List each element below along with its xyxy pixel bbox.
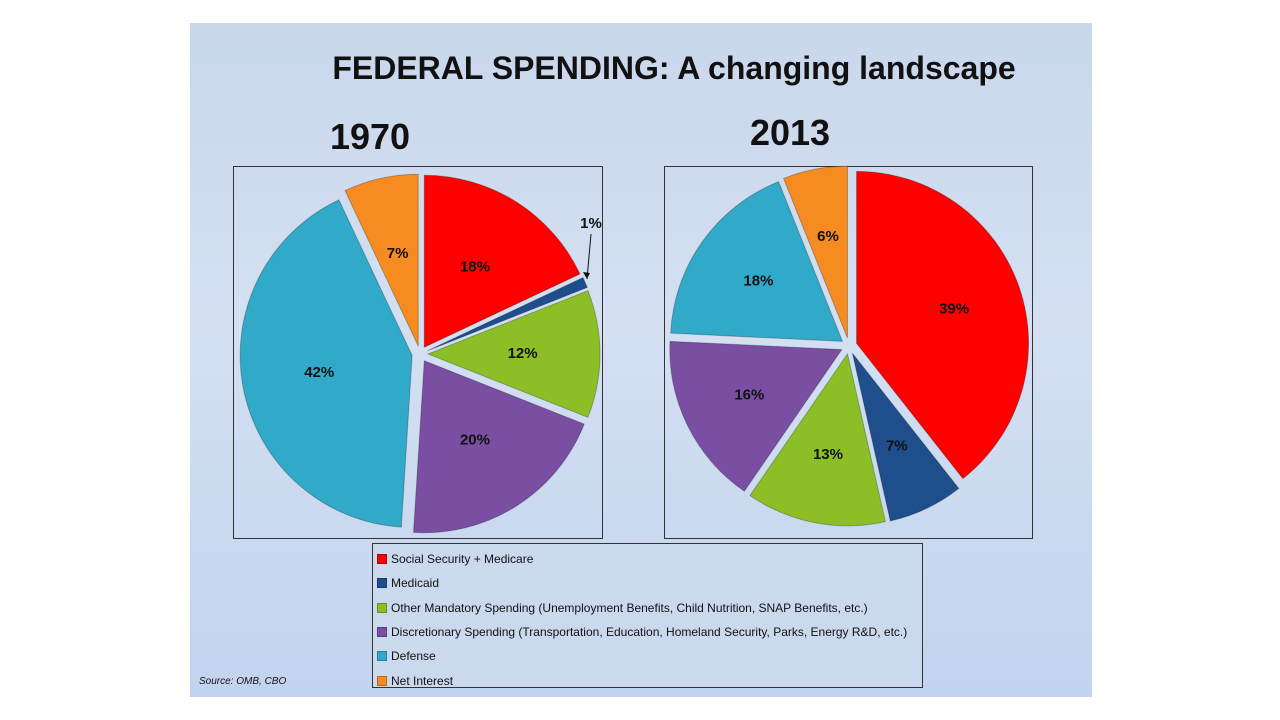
pie-slice-social-security-medicare [856, 170, 1030, 480]
pie-slice-defense [239, 199, 413, 528]
legend-label: Discretionary Spending (Transportation, … [391, 625, 908, 640]
data-label-defense: 42% [304, 364, 334, 381]
pie-slice-discretionary [412, 360, 585, 534]
source-note: Source: OMB, CBO [199, 676, 287, 687]
data-label-net-interest: 7% [387, 245, 409, 262]
legend-label: Medicaid [391, 576, 440, 591]
data-label-net-interest: 6% [817, 228, 839, 245]
chart-title: FEDERAL SPENDING: A changing landscape [332, 50, 1016, 86]
data-label-discretionary: 16% [734, 386, 764, 403]
leader-arrowhead [583, 272, 590, 279]
pie-slice-discretionary [669, 340, 843, 492]
data-label-social-security-medicare: 39% [939, 301, 969, 318]
legend-item: Defense [377, 644, 922, 668]
legend: Social Security + Medicare Medicaid Othe… [372, 543, 923, 688]
pie-slice-net-interest [782, 165, 848, 339]
legend-label: Defense [391, 649, 436, 664]
pie-chart-2013: 39% 7% 13% 16% 18% 6% [669, 165, 1030, 527]
legend-item: Discretionary Spending (Transportation, … [377, 620, 922, 644]
data-label-other-mandatory: 12% [508, 345, 538, 362]
data-label-medicaid: 7% [886, 437, 908, 454]
pie-frame-2013 [664, 166, 1033, 539]
year-label-1970: 1970 [329, 116, 411, 157]
legend-label: Other Mandatory Spending (Unemployment B… [391, 600, 868, 615]
legend-label: Social Security + Medicare [391, 552, 534, 567]
legend-swatch [377, 578, 387, 589]
data-label-medicaid: 1% [580, 215, 602, 232]
legend-swatch [377, 554, 387, 565]
data-label-discretionary: 20% [460, 432, 490, 449]
pie-slice-net-interest [344, 173, 419, 347]
legend-label: Net Interest [391, 673, 454, 688]
legend-swatch [377, 675, 387, 686]
pie-slice-medicaid [851, 352, 960, 522]
leader-line [586, 233, 592, 280]
pie-slice-other-mandatory [426, 290, 601, 418]
legend-swatch [377, 602, 387, 613]
legend-item: Social Security + Medicare [377, 547, 922, 571]
pie-slice-defense [670, 181, 844, 342]
data-label-social-security-medicare: 18% [460, 258, 490, 275]
legend-swatch [377, 651, 387, 662]
legend-item: Net Interest [377, 668, 922, 692]
legend-swatch [377, 627, 387, 638]
pie-slice-medicaid [427, 276, 588, 352]
data-label-other-mandatory: 13% [813, 446, 843, 463]
pie-slice-social-security-medicare [423, 174, 581, 349]
legend-item: Other Mandatory Spending (Unemployment B… [377, 596, 922, 620]
data-label-defense: 18% [743, 272, 773, 289]
pie-slice-other-mandatory [749, 352, 886, 527]
year-label-2013: 2013 [749, 112, 831, 153]
pie-chart-1970: 18% 1% 12% 20% 42% 7% [239, 173, 602, 534]
legend-item: Medicaid [377, 571, 922, 595]
pie-frame-1970 [233, 166, 603, 539]
